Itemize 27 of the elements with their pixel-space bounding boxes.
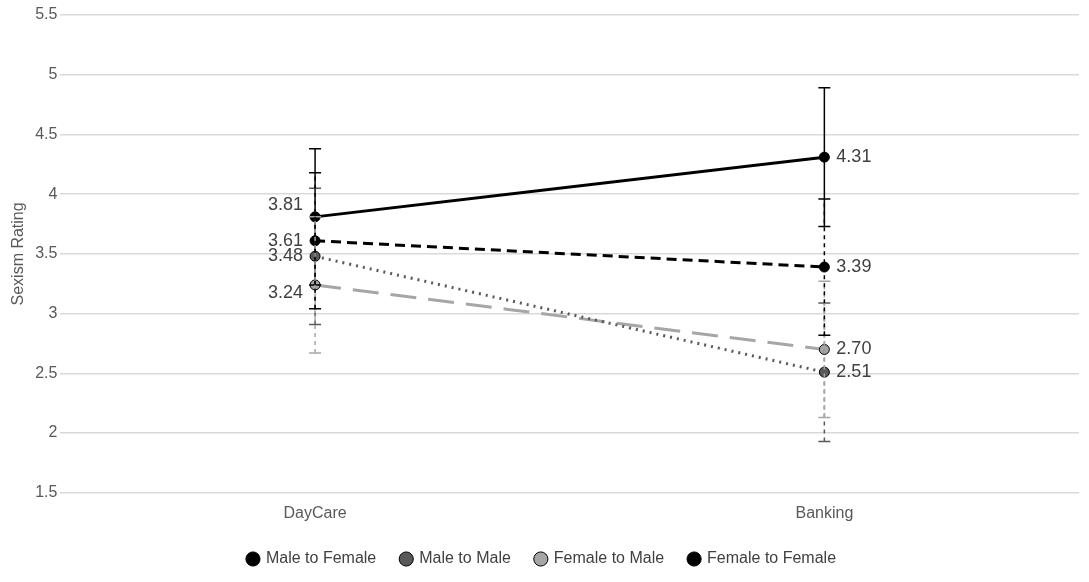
data-label: 3.39 [836, 256, 872, 277]
legend-label: Male to Male [419, 549, 511, 567]
legend-label: Female to Female [707, 549, 837, 567]
x-tick-label: Banking [795, 503, 854, 521]
y-tick-label: 3.5 [35, 244, 58, 262]
y-axis-title: Sexism Rating [9, 202, 27, 306]
y-tick-label: 5 [48, 65, 58, 83]
data-label: 3.48 [268, 245, 304, 266]
y-tick-label: 3 [48, 304, 58, 322]
point [818, 261, 830, 273]
y-tick-label: 5.5 [35, 5, 58, 23]
point [818, 343, 830, 355]
point [818, 366, 830, 378]
y-tick-label: 2 [48, 423, 58, 441]
data-label: 4.31 [836, 146, 872, 167]
data-label: 3.24 [268, 281, 304, 302]
y-tick-label: 2.5 [35, 363, 58, 381]
data-label: 3.81 [268, 193, 304, 214]
legend-label: Male to Female [265, 549, 377, 567]
x-tick-label: DayCare [283, 503, 347, 521]
y-tick-label: 4 [48, 184, 58, 202]
data-label: 2.51 [836, 361, 872, 382]
y-tick-label: 4.5 [35, 124, 58, 142]
data-label: 2.70 [836, 338, 872, 359]
legend-label: Female to Male [553, 549, 665, 567]
point [818, 151, 830, 163]
y-tick-label: 1.5 [35, 483, 58, 501]
